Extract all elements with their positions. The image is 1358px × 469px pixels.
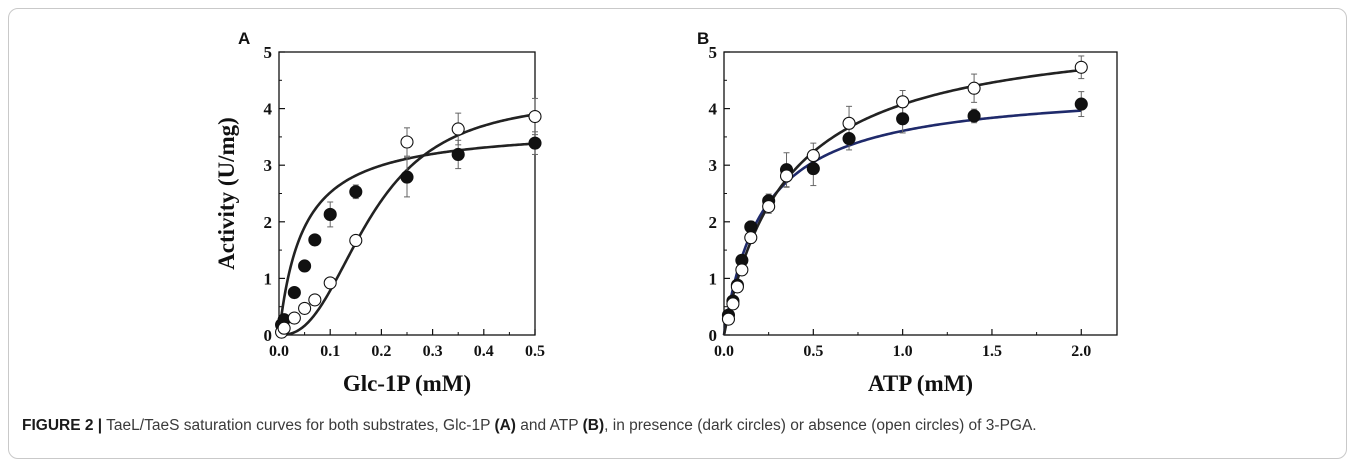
x-tick-label: 0.5 xyxy=(803,343,823,360)
y-tick-label: 2 xyxy=(264,213,273,232)
data-point-open xyxy=(806,149,820,163)
panel-label: B xyxy=(697,29,709,48)
x-tick-label: 1.5 xyxy=(982,343,1002,360)
data-point-open xyxy=(744,231,758,245)
x-tick-label: 0.4 xyxy=(474,343,494,360)
data-point-filled xyxy=(308,233,322,247)
caption-text-3: , in presence (dark circles) or absence … xyxy=(604,417,1037,434)
caption-ref-b: (B) xyxy=(582,417,605,434)
y-tick-label: 1 xyxy=(709,269,718,288)
data-point-open xyxy=(298,301,312,315)
y-tick-label: 5 xyxy=(264,43,273,62)
data-point-filled xyxy=(744,220,758,234)
fit-curve-filled xyxy=(722,109,1082,336)
data-point-open xyxy=(528,109,542,124)
y-tick-label: 0 xyxy=(264,326,273,345)
y-tick-label: 4 xyxy=(264,100,273,119)
data-point-open xyxy=(451,122,465,136)
x-tick-label: 1.0 xyxy=(893,343,913,360)
data-point-open xyxy=(323,276,337,290)
x-tick-label: 0.0 xyxy=(269,343,289,360)
data-point-filled xyxy=(298,259,312,273)
caption-text-1: TaeL/TaeS saturation curves for both sub… xyxy=(102,417,495,434)
data-point-filled xyxy=(287,285,301,300)
x-tick-label: 0.2 xyxy=(371,343,391,360)
data-point-open xyxy=(277,321,291,335)
figure-frame xyxy=(8,8,1347,459)
data-point-filled xyxy=(967,109,981,123)
data-point-open xyxy=(735,263,749,277)
x-tick-label: 2.0 xyxy=(1071,343,1091,360)
y-tick-label: 4 xyxy=(709,100,718,119)
y-tick-label: 3 xyxy=(709,156,718,175)
data-point-filled xyxy=(349,185,363,199)
y-tick-label: 3 xyxy=(264,156,273,175)
figure-charts: A 0.0 0.1 0.2 0.3 0.4 0.5 0 1 2 3 4 5 Glc-1P (mM) Acti… xyxy=(214,29,1118,396)
data-point-open xyxy=(967,81,981,95)
x-axis-label: ATP (mM) xyxy=(868,371,973,396)
y-tick-label: 0 xyxy=(709,326,718,345)
data-point-filled xyxy=(806,162,820,176)
data-point-open xyxy=(762,199,776,214)
panel-label: A xyxy=(238,29,250,48)
y-axis-label: Activity (U/mg) xyxy=(214,117,239,270)
data-point-open xyxy=(1074,60,1088,74)
data-point-open xyxy=(726,297,740,311)
data-point-filled xyxy=(323,207,337,221)
data-point-filled xyxy=(896,112,910,126)
y-tick-label: 2 xyxy=(709,213,718,232)
caption-ref-a: (A) xyxy=(494,417,516,434)
data-point-open xyxy=(400,135,414,149)
x-tick-label: 0.5 xyxy=(525,343,545,360)
x-tick-label: 0.1 xyxy=(320,343,340,360)
data-point-open xyxy=(349,233,363,248)
caption-label: FIGURE 2 | xyxy=(22,417,103,434)
x-tick-label: 0.0 xyxy=(714,343,734,360)
data-point-filled xyxy=(400,170,414,184)
data-point-filled xyxy=(451,147,465,161)
data-point-open xyxy=(308,293,322,307)
data-point-filled xyxy=(842,132,856,146)
y-tick-label: 1 xyxy=(264,269,273,288)
data-point-open xyxy=(730,280,744,294)
y-tick-label: 5 xyxy=(709,43,718,62)
data-point-open xyxy=(896,95,910,109)
chart-panel-b: B 0.0 0.5 1.0 1.5 2.0 0 1 2 3 4 5 ATP (mM) xyxy=(697,29,1118,396)
x-axis-label: Glc-1P (mM) xyxy=(343,371,471,396)
figure-caption: FIGURE 2 | TaeL/TaeS saturation curves f… xyxy=(22,417,1037,435)
data-point-open xyxy=(779,169,794,183)
plot-frame xyxy=(723,51,1118,336)
data-point-filled xyxy=(1074,97,1088,111)
chart-panel-a: A 0.0 0.1 0.2 0.3 0.4 0.5 0 1 2 3 4 5 Glc-1P (mM) Acti… xyxy=(214,29,545,396)
data-point-filled xyxy=(528,136,542,150)
data-point-open xyxy=(842,116,856,130)
data-point-open xyxy=(287,311,301,325)
caption-text-2: and ATP xyxy=(515,417,583,434)
data-point-open xyxy=(721,312,736,326)
x-tick-label: 0.3 xyxy=(423,343,443,360)
